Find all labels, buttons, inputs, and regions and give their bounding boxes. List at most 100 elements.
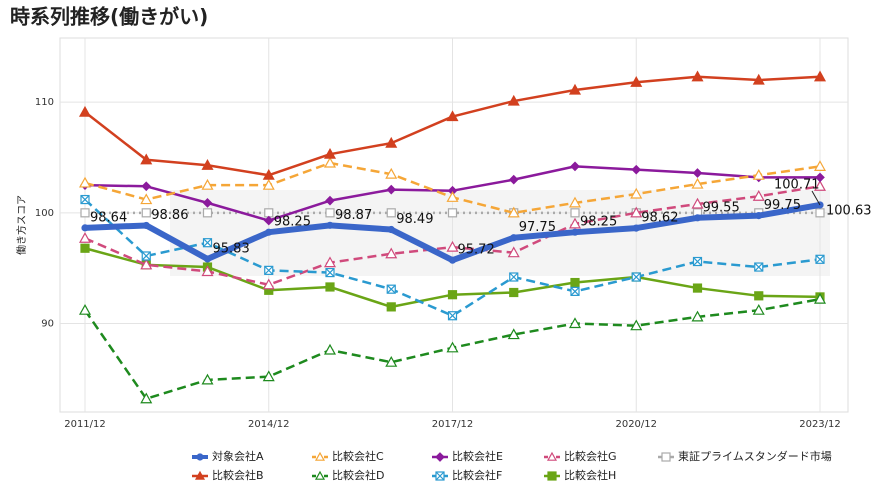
- legend-item: 比較会社E: [432, 449, 503, 463]
- marker: [509, 287, 519, 298]
- marker: [325, 208, 335, 218]
- legend-item: 比較会社D: [312, 468, 384, 482]
- marker: [386, 184, 397, 195]
- marker-cross: [325, 268, 335, 278]
- legend-label: 比較会社G: [564, 449, 617, 463]
- marker: [202, 198, 213, 208]
- y-tick-label: 90: [41, 318, 54, 329]
- marker-cross: [203, 238, 212, 248]
- data-label: 100.71: [774, 177, 820, 192]
- marker: [692, 256, 703, 267]
- data-label: 97.75: [519, 220, 556, 235]
- x-tick-label: 2023/12: [799, 419, 841, 430]
- marker: [201, 373, 214, 385]
- marker: [385, 167, 398, 179]
- marker-cross: [693, 257, 702, 266]
- marker: [141, 251, 151, 261]
- data-label: 98.62: [641, 211, 678, 226]
- marker: [510, 234, 518, 242]
- marker: [813, 160, 827, 171]
- marker-cross: [448, 311, 457, 321]
- marker: [813, 70, 827, 82]
- plot-area: [59, 37, 849, 413]
- marker: [78, 176, 92, 188]
- marker: [141, 181, 152, 192]
- marker: [314, 451, 326, 461]
- marker: [446, 191, 459, 202]
- marker: [568, 217, 582, 229]
- marker: [323, 256, 337, 268]
- marker-cross: [264, 265, 274, 275]
- marker: [547, 471, 557, 481]
- marker: [81, 224, 89, 232]
- marker: [570, 277, 580, 288]
- marker: [752, 303, 765, 315]
- marker: [263, 215, 274, 226]
- y-tick-label: 100: [35, 208, 54, 219]
- marker: [265, 228, 273, 236]
- marker: [78, 303, 92, 315]
- marker: [387, 225, 395, 234]
- marker-box: [386, 208, 396, 218]
- marker: [325, 195, 335, 206]
- marker: [568, 196, 582, 208]
- marker-box: [754, 291, 764, 301]
- data-label: 95.83: [213, 241, 250, 256]
- marker: [813, 180, 827, 191]
- marker-box: [547, 471, 557, 481]
- marker: [435, 452, 445, 462]
- marker-box: [325, 208, 335, 218]
- marker: [813, 292, 827, 304]
- data-label: 98.86: [151, 208, 188, 223]
- marker: [78, 232, 92, 243]
- x-tick-label: 2014/12: [248, 419, 290, 430]
- marker: [546, 451, 558, 461]
- legend-item: 比較会社F: [432, 468, 502, 482]
- data-label: 99.75: [764, 198, 801, 213]
- marker: [630, 76, 643, 87]
- marker: [323, 156, 337, 168]
- marker: [630, 206, 643, 218]
- marker: [140, 153, 153, 165]
- marker-box: [509, 287, 519, 298]
- marker-box: [386, 302, 396, 312]
- marker: [264, 265, 274, 275]
- marker: [201, 265, 214, 277]
- marker-box: [570, 208, 580, 218]
- data-label: 95.72: [458, 243, 495, 258]
- marker-box: [202, 208, 213, 218]
- marker: [323, 147, 337, 159]
- marker: [631, 164, 642, 175]
- marker: [386, 208, 396, 218]
- marker: [447, 311, 458, 321]
- marker: [692, 168, 703, 178]
- marker: [507, 206, 520, 218]
- marker-cross: [80, 195, 90, 204]
- legend-item: 比較会社G: [544, 449, 617, 463]
- marker: [754, 262, 764, 272]
- marker: [140, 392, 153, 404]
- legend-item: 対象会社A: [192, 449, 264, 463]
- marker: [201, 178, 214, 190]
- marker: [570, 286, 580, 296]
- marker: [631, 272, 641, 282]
- marker: [386, 284, 396, 294]
- marker: [262, 178, 275, 190]
- legend-label: 比較会社F: [452, 468, 502, 482]
- marker-box: [325, 282, 335, 292]
- marker: [691, 197, 704, 209]
- x-tick-label: 2011/12: [64, 419, 106, 430]
- marker-box: [80, 208, 90, 218]
- marker: [661, 452, 671, 462]
- marker: [78, 105, 92, 117]
- marker: [693, 214, 702, 222]
- y-tick-label: 110: [35, 97, 54, 108]
- marker: [323, 343, 337, 355]
- legend-label: 比較会社B: [212, 468, 264, 482]
- marker-cross: [435, 471, 445, 481]
- legend-label: 比較会社H: [564, 468, 616, 482]
- data-label: 98.25: [274, 215, 311, 230]
- marker: [815, 172, 825, 183]
- marker: [692, 283, 703, 293]
- marker: [194, 470, 206, 480]
